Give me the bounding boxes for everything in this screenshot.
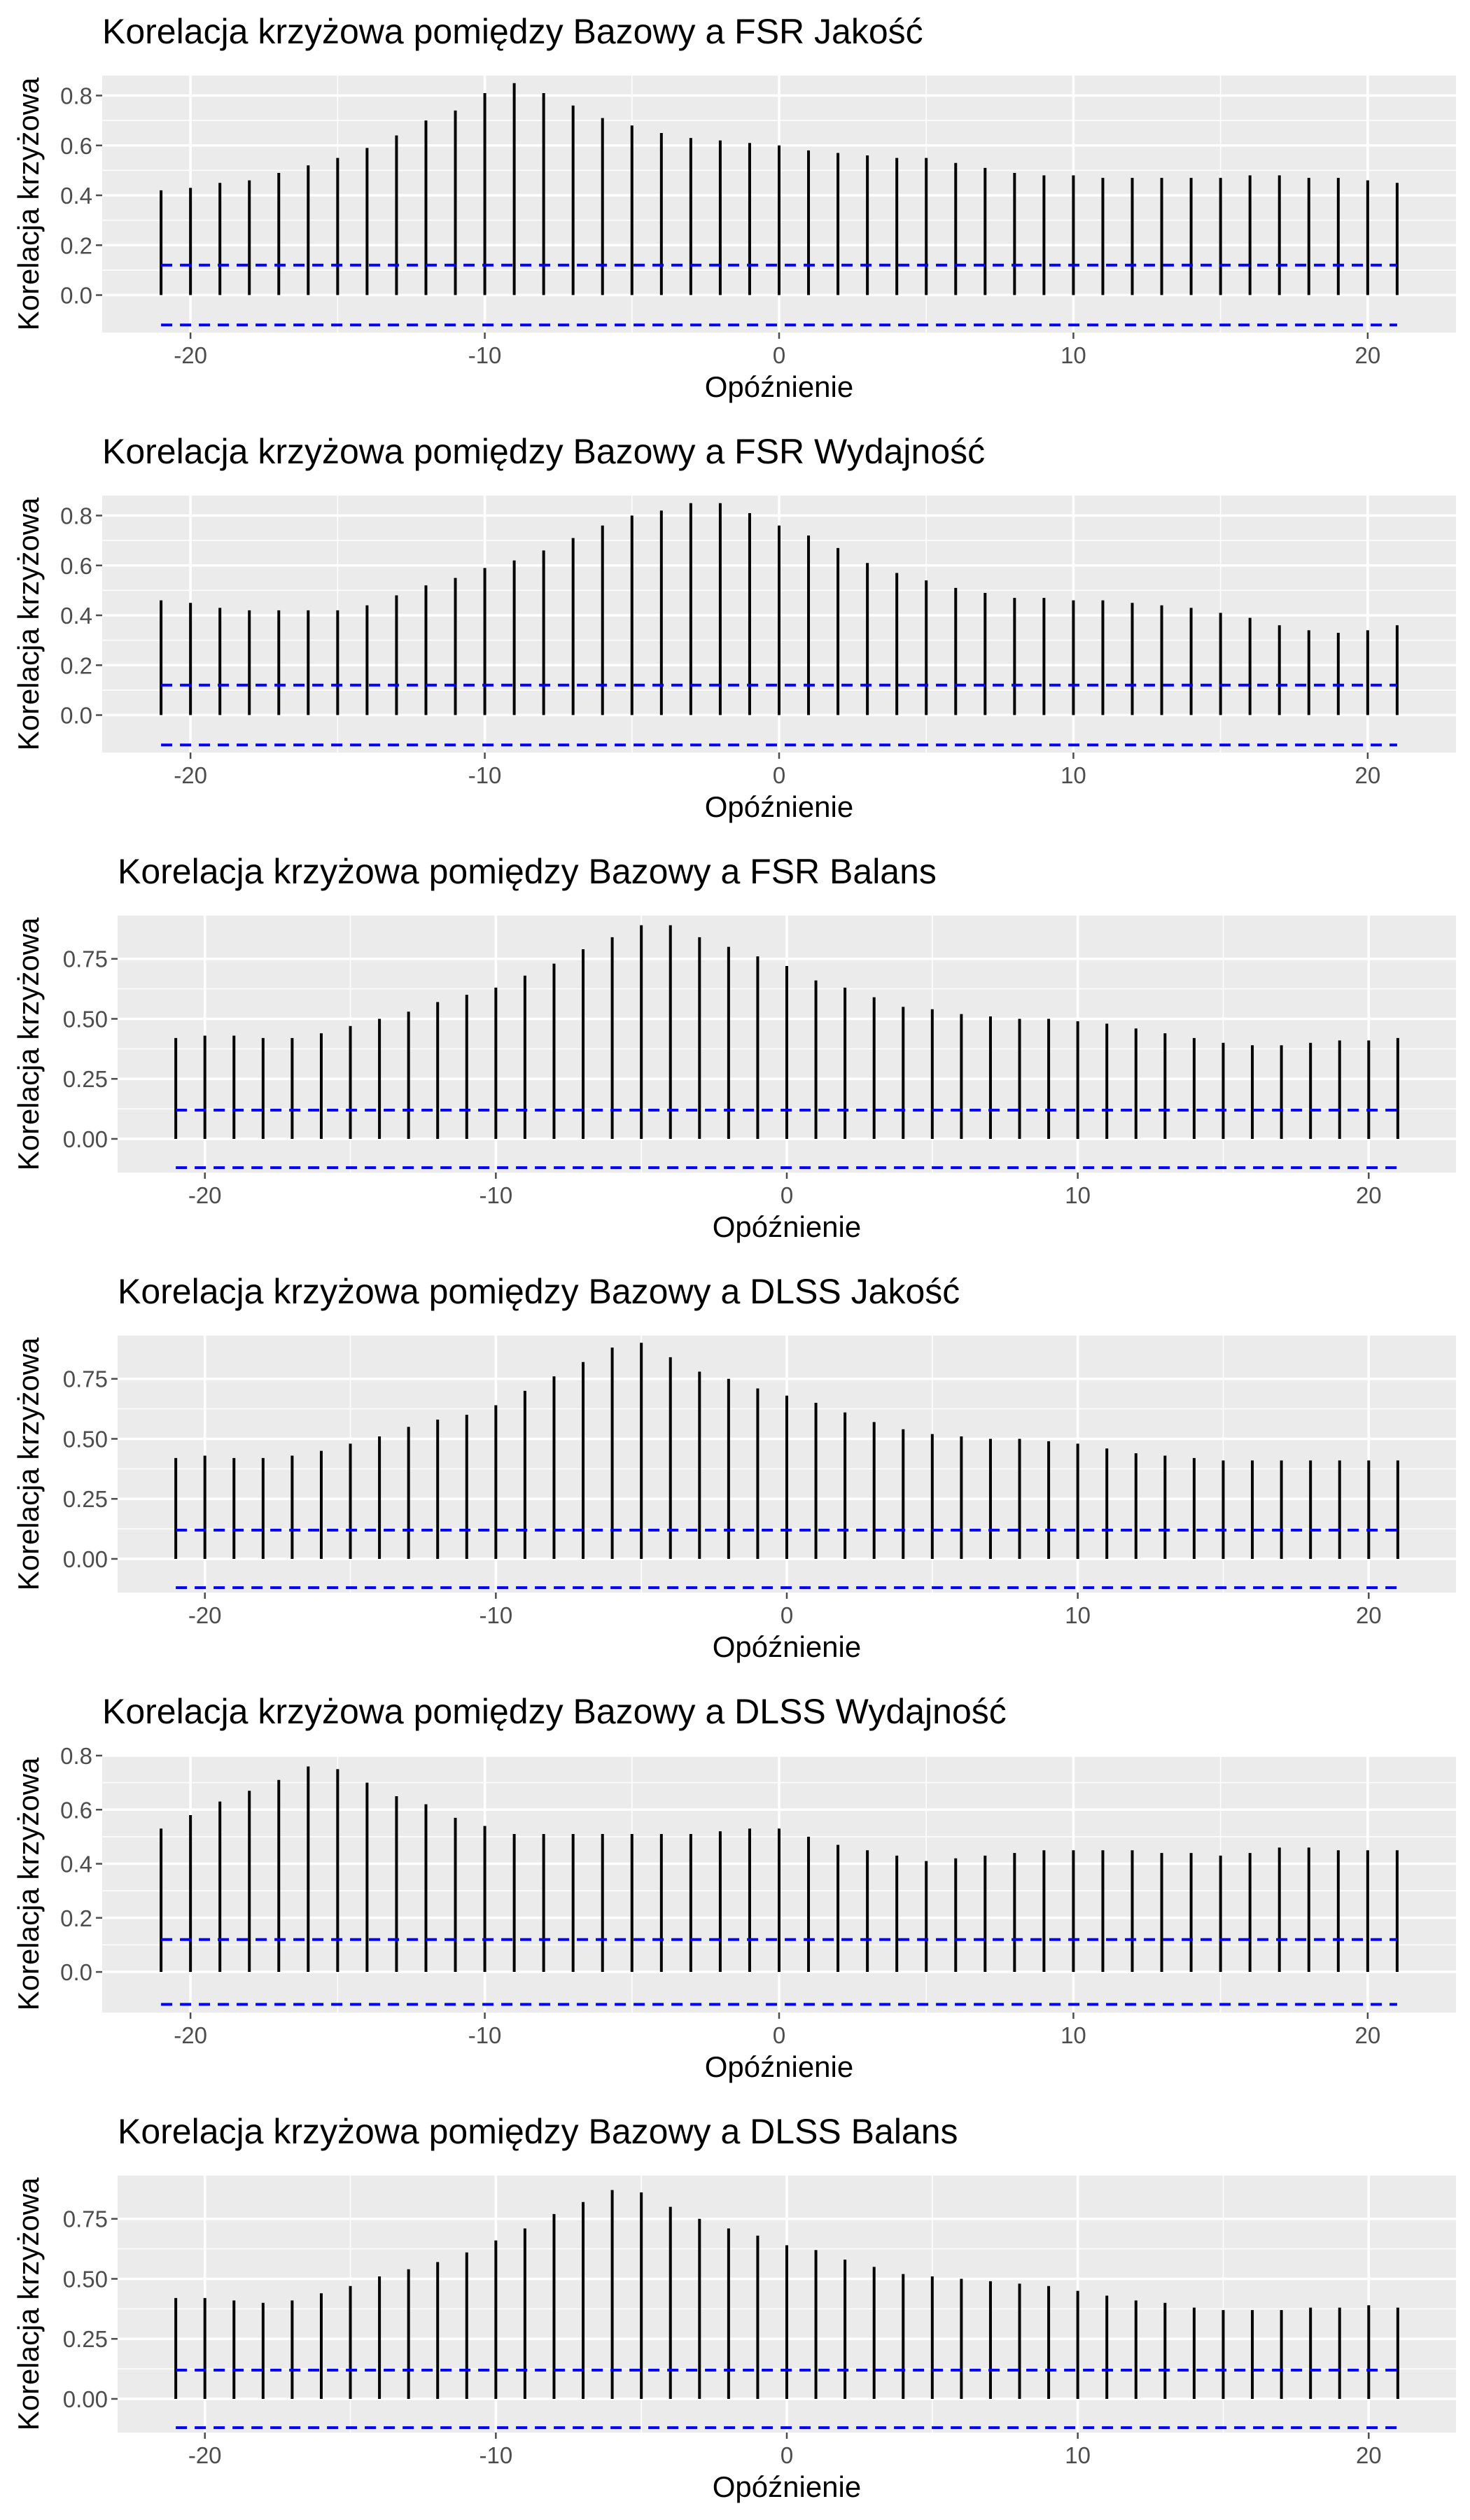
y-axis-title: Korelacja krzyżowa [12,77,45,330]
x-tick-label: -10 [479,1182,512,1208]
y-tick-label: 0.6 [60,133,92,159]
x-tick-label: 10 [1060,2022,1086,2048]
ccf-chart-svg: 0.0 0.2 0.4 0.6 0.8 -20 -10 0 10 20 Korelacja krzy… [12,1692,1456,2083]
x-tick-label: 0 [780,1602,793,1628]
y-tick-label: 0.6 [60,553,92,579]
y-tick-label: 0.00 [63,1546,108,1572]
ccf-chart-svg: 0.00 0.25 0.50 0.75 -20 -10 0 10 20 Korelacja krz… [12,852,1456,1243]
chart-title: Korelacja krzyżowa pomiędzy Bazowy a DLS… [118,1272,960,1311]
y-tick-label: 0.2 [60,232,92,258]
y-tick-label: 0.4 [60,183,92,209]
ccf-chart-svg: 0.0 0.2 0.4 0.6 0.8 -20 -10 0 10 20 Korelacja krzy… [12,12,1456,403]
y-tick-label: 0.50 [63,2266,108,2292]
chart-title: Korelacja krzyżowa pomiędzy Bazowy a FSR… [102,432,985,471]
x-tick-label: 0 [780,1182,793,1208]
y-tick-label: 0.75 [63,946,108,972]
x-tick-label: -20 [174,762,207,788]
x-tick-label: 20 [1356,1602,1382,1628]
y-tick-label: 0.50 [63,1006,108,1032]
x-tick-label: 10 [1065,2442,1091,2468]
x-tick-label: 10 [1060,762,1086,788]
y-tick-label: 0.0 [60,283,92,309]
x-tick-label: -10 [468,342,502,368]
y-tick-label: 0.2 [60,652,92,678]
y-axis-title: Korelacja krzyżowa [12,2177,45,2430]
ccf-panel-1: 0.0 0.2 0.4 0.6 0.8 -20 -10 0 10 20 Korelacja krzy… [0,0,1470,420]
x-tick-label: 20 [1355,2022,1381,2048]
x-tick-label: 0 [780,2442,793,2468]
y-tick-label: 0.75 [63,1366,108,1392]
x-axis-title: Opóźnienie [705,370,853,403]
x-tick-label: 20 [1356,1182,1382,1208]
y-tick-label: 0.25 [63,2326,108,2352]
x-tick-label: -10 [479,2442,512,2468]
x-tick-label: 10 [1065,1182,1091,1208]
x-tick-label: 20 [1355,342,1381,368]
x-tick-label: -20 [188,1182,222,1208]
y-tick-label: 0.4 [60,603,92,629]
x-tick-label: -20 [174,342,207,368]
x-tick-label: 10 [1060,342,1086,368]
ccf-chart-svg: 0.0 0.2 0.4 0.6 0.8 -20 -10 0 10 20 Korelacja krzy… [12,432,1456,823]
ccf-panel-4: 0.00 0.25 0.50 0.75 -20 -10 0 10 20 Korelacja krz… [0,1260,1470,1680]
x-tick-label: 0 [773,2022,785,2048]
ccf-chart-svg: 0.00 0.25 0.50 0.75 -20 -10 0 10 20 Korelacja krz… [12,2112,1456,2503]
y-tick-label: 0.25 [63,1486,108,1512]
x-tick-label: 20 [1355,762,1381,788]
x-tick-label: -10 [468,2022,502,2048]
y-tick-label: 0.4 [60,1851,92,1877]
ccf-panel-6: 0.00 0.25 0.50 0.75 -20 -10 0 10 20 Korelacja krz… [0,2100,1470,2520]
x-axis-title: Opóźnienie [713,2470,861,2503]
y-tick-label: 0.0 [60,703,92,729]
y-tick-label: 0.8 [60,1743,92,1769]
ccf-panel-5: 0.0 0.2 0.4 0.6 0.8 -20 -10 0 10 20 Korelacja krzy… [0,1680,1470,2100]
chart-title: Korelacja krzyżowa pomiędzy Bazowy a DLS… [102,1692,1007,1731]
y-tick-label: 0.25 [63,1066,108,1092]
x-tick-label: 0 [773,762,785,788]
x-tick-label: -20 [174,2022,207,2048]
y-tick-label: 0.2 [60,1905,92,1931]
x-tick-label: 10 [1065,1602,1091,1628]
y-tick-label: 0.8 [60,503,92,529]
y-tick-label: 0.8 [60,83,92,109]
ccf-chart-svg: 0.00 0.25 0.50 0.75 -20 -10 0 10 20 Korelacja krz… [12,1272,1456,1663]
x-tick-label: -20 [188,2442,222,2468]
x-axis-title: Opóźnienie [713,1630,861,1663]
x-tick-label: 20 [1356,2442,1382,2468]
y-axis-title: Korelacja krzyżowa [12,917,45,1170]
x-tick-label: 0 [773,342,785,368]
ccf-panel-3: 0.00 0.25 0.50 0.75 -20 -10 0 10 20 Korelacja krz… [0,840,1470,1260]
chart-title: Korelacja krzyżowa pomiędzy Bazowy a FSR… [118,852,937,891]
chart-title: Korelacja krzyżowa pomiędzy Bazowy a DLS… [118,2112,958,2151]
y-axis-title: Korelacja krzyżowa [12,1757,45,2010]
x-axis-title: Opóźnienie [705,790,853,823]
y-tick-label: 0.6 [60,1797,92,1823]
x-tick-label: -10 [479,1602,512,1628]
y-axis-title: Korelacja krzyżowa [12,1337,45,1590]
y-tick-label: 0.00 [63,2386,108,2412]
x-axis-title: Opóźnienie [705,2050,853,2083]
x-tick-label: -10 [468,762,502,788]
ccf-panel-2: 0.0 0.2 0.4 0.6 0.8 -20 -10 0 10 20 Korelacja krzy… [0,420,1470,840]
x-axis-title: Opóźnienie [713,1210,861,1243]
x-tick-label: -20 [188,1602,222,1628]
y-tick-label: 0.75 [63,2206,108,2232]
y-axis-title: Korelacja krzyżowa [12,497,45,750]
y-tick-label: 0.00 [63,1126,108,1152]
y-tick-label: 0.50 [63,1426,108,1452]
y-tick-label: 0.0 [60,1959,92,1985]
chart-title: Korelacja krzyżowa pomiędzy Bazowy a FSR… [102,12,923,51]
